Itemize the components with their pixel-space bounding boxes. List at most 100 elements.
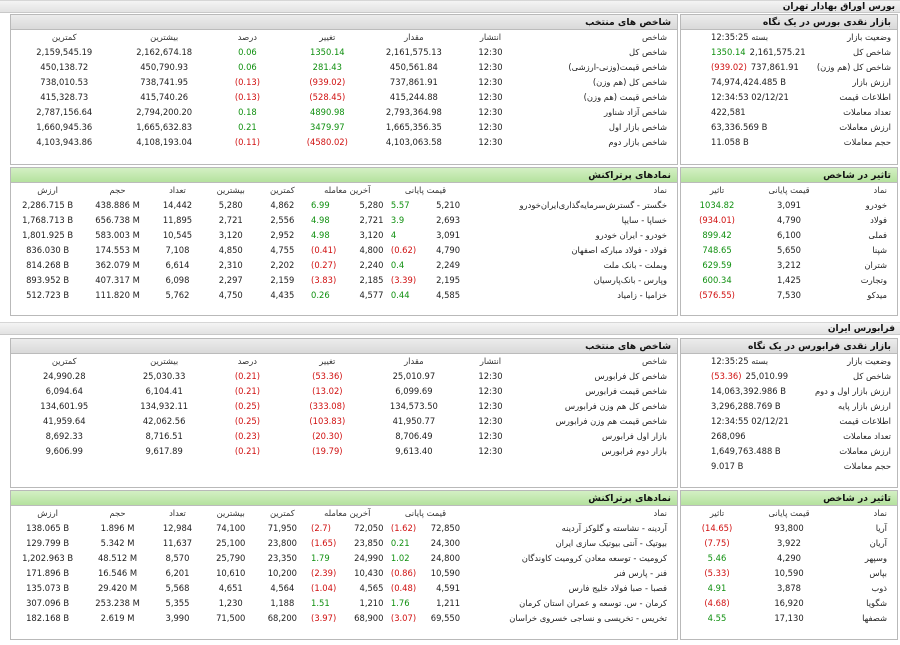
table-row[interactable]: 4.91 3,878 ذوب	[681, 581, 897, 596]
overview-label: حجم معاملات	[843, 137, 891, 147]
ifb-top-panel: نمادهای پرتراکنش ارزش حجم تعداد بیشترین کمتر…	[10, 490, 678, 640]
indices-name: بازار اول فرابورس	[602, 431, 667, 441]
table-row[interactable]: 600.34 1,425 وتجارت	[681, 273, 897, 288]
table-row: 1,660,945.36 1,665,632.83 0.21 3479.97 1,665…	[11, 120, 677, 135]
table-row[interactable]: 1,801.925 B 583.003 M 10,545 3,120 2,952 4.98…	[11, 228, 677, 243]
table-row[interactable]: 899.42 6,100 فملی	[681, 228, 897, 243]
indices-pct: 0.06	[238, 47, 257, 57]
impact-price: 7,530	[777, 290, 801, 300]
indices-change: 3479.97	[310, 122, 345, 132]
top-last-change: (3.83)	[311, 275, 337, 285]
indices-high: 134,932.11	[140, 401, 189, 411]
indices-low: 6,094.64	[45, 386, 83, 396]
top-high: 5,280	[218, 200, 243, 210]
table-row[interactable]: (14.65) 93,800 آریا	[681, 521, 897, 536]
impact-symbol: آریان	[869, 538, 887, 548]
indices-low: 4,103,943.86	[36, 137, 93, 147]
impact-value: 748.65	[702, 245, 732, 255]
impact-header: نماد	[873, 508, 887, 518]
table-row[interactable]: 182.168 B 2.619 M 3,990 71,500 68,200 (3.97) 6…	[11, 611, 677, 626]
top-value: 836.030 B	[26, 245, 70, 255]
top-high: 2,310	[218, 260, 243, 270]
table-row[interactable]: 748.65 5,650 شپنا	[681, 243, 897, 258]
overview-value: 9.017 B	[711, 461, 744, 471]
indices-value: 450,561.84	[389, 62, 438, 72]
top-last-change: (1.65)	[311, 538, 337, 548]
top-final-cell: 0.44 4,585	[387, 288, 464, 303]
indices-name: شاخص قیمت (هم وزن)	[583, 92, 667, 102]
table-row[interactable]: 814.268 B 362.079 M 6,614 2,310 2,202 (0.27) 2…	[11, 258, 677, 273]
table-row: 738,010.53 738,741.95 (0.13) (939.02) 737,86…	[11, 75, 677, 90]
top-final-cell: (0.86) 10,590	[387, 566, 464, 581]
top-final-change: 4	[390, 230, 397, 240]
indices-high: 450,790.93	[140, 62, 189, 72]
indices-change: (19.79)	[312, 446, 343, 456]
overview-label: شاخص کل	[853, 371, 891, 381]
indices-time: 12:30	[478, 431, 503, 441]
top-header-symbol: نماد	[653, 508, 667, 518]
table-row[interactable]: 5.46 4,290 وسپهر	[681, 551, 897, 566]
table-row[interactable]: 171.896 B 16.546 M 6,201 10,610 10,200 (2.39)…	[11, 566, 677, 581]
table-row[interactable]: 2,286.715 B 438.886 M 14,442 5,280 4,862 6.99…	[11, 198, 677, 213]
indices-value: 25,010.97	[392, 371, 436, 381]
indices-header-time: انتشار	[479, 32, 502, 42]
indices-value: 8,706.49	[395, 431, 433, 441]
indices-value: 1,665,356.35	[385, 122, 442, 132]
table-row[interactable]: 1,768.713 B 656.738 M 11,895 2,721 2,556 4.98…	[11, 213, 677, 228]
table-row[interactable]: (934.01) 4,790 فولاد	[681, 213, 897, 228]
top-high: 4,651	[218, 583, 243, 593]
overview-row: 12:34:55 02/12/21 اطلاعات قیمت	[681, 414, 897, 429]
overview-label: ارزش معاملات	[839, 446, 891, 456]
top-final-cell: 0.21 24,300	[387, 536, 464, 551]
top-symbol: خزامیا - زامیاد	[617, 290, 667, 300]
table-row[interactable]: 135.073 B 29.420 M 5,568 4,651 4,564 (1.04) 4,…	[11, 581, 677, 596]
table-row[interactable]: 629.59 3,212 شتران	[681, 258, 897, 273]
impact-value: (7.75)	[704, 538, 730, 548]
top-symbol: کرمان - س. توسعه و عمران استان کرمان	[519, 598, 667, 608]
table-row[interactable]: (7.75) 3,922 آریان	[681, 536, 897, 551]
indices-header-low: کمترین	[51, 32, 77, 42]
table-row[interactable]: 4.55 17,130 شصفها	[681, 611, 897, 626]
top-low: 2,556	[270, 215, 295, 225]
overview-value: 12:34:53 02/12/21	[711, 92, 789, 102]
top-header-value: ارزش	[37, 185, 58, 195]
impact-symbol: میدکو	[867, 290, 887, 300]
table-row[interactable]: (4.68) 16,920 شگویا	[681, 596, 897, 611]
table-row[interactable]: 1,202.963 B 48.512 M 8,570 25,790 23,350 1.79…	[11, 551, 677, 566]
overview-row: (939.02) 737,861.91 شاخص کل (هم وزن)	[681, 60, 897, 75]
top-header-high: بیشترین	[216, 185, 245, 195]
top-last-price: 5,280	[359, 200, 384, 210]
top-count: 6,201	[165, 568, 190, 578]
overview-value: 11.058 B	[711, 137, 749, 147]
tse-indices-title: شاخص های منتخب	[11, 15, 677, 30]
table-row[interactable]: 129.799 B 5.342 M 11,637 25,100 23,800 (1.65)…	[11, 536, 677, 551]
top-volume: 438.886 M	[95, 200, 140, 210]
impact-symbol: بپاس	[869, 568, 887, 578]
tse-overview-title: بازار نقدی بورس در یک نگاه	[681, 15, 897, 30]
overview-value-cell: بسته 12:35:25	[681, 354, 815, 369]
table-row[interactable]: 893.952 B 407.317 M 6,098 2,297 2,159 (3.83) 2…	[11, 273, 677, 288]
table-row[interactable]: 512.723 B 111.820 M 5,762 4,750 4,435 0.26 4,5…	[11, 288, 677, 303]
top-volume: 253.238 M	[95, 598, 140, 608]
overview-value-cell: 422,581	[681, 105, 815, 120]
top-last-price: 72,050	[354, 523, 384, 533]
table-row[interactable]: 1034.82 3,091 خودرو	[681, 198, 897, 213]
top-final-cell: (1.62) 72,850	[387, 521, 464, 536]
indices-change: 1350.14	[310, 47, 345, 57]
impact-symbol: وتجارت	[860, 275, 887, 285]
top-count: 11,637	[162, 538, 193, 548]
top-last-cell: 6.99 5,280	[307, 198, 387, 213]
table-row[interactable]: 138.065 B 1.896 M 12,984 74,100 71,950 (2.7) 7…	[11, 521, 677, 536]
indices-change: (4580.02)	[306, 137, 348, 147]
top-header-low: کمترین	[270, 508, 295, 518]
top-low: 10,200	[267, 568, 297, 578]
ifb-impact-table: تاثیر قیمت پایانی نماد (14.65) 93,800 آریا (7.…	[681, 506, 897, 626]
table-row[interactable]: (576.55) 7,530 میدکو	[681, 288, 897, 303]
impact-price: 93,800	[774, 523, 804, 533]
indices-pct: (0.23)	[234, 431, 260, 441]
table-row[interactable]: 836.030 B 174.553 M 7,108 4,850 4,755 (0.41) 4…	[11, 243, 677, 258]
top-low: 2,202	[270, 260, 295, 270]
overview-value-cell: 12:34:55 02/12/21	[681, 414, 815, 429]
table-row[interactable]: (5.33) 10,590 بپاس	[681, 566, 897, 581]
table-row[interactable]: 307.096 B 253.238 M 5,355 1,230 1,188 1.51 1,2…	[11, 596, 677, 611]
